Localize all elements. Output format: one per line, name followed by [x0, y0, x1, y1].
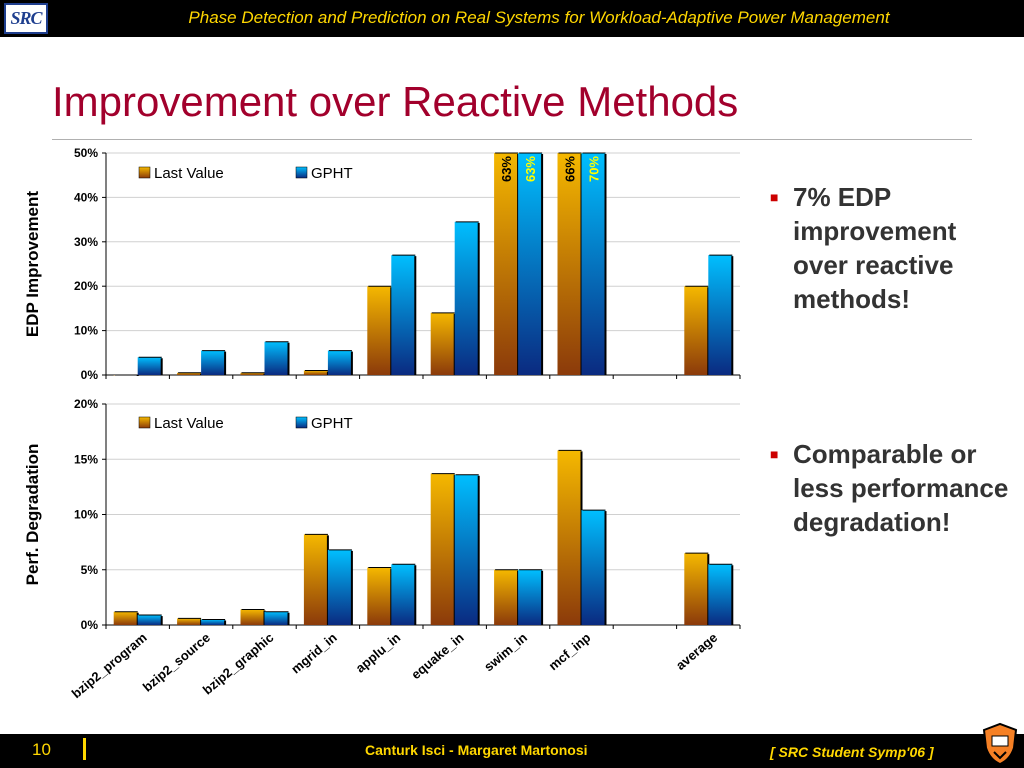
- legend-swatch: [138, 166, 151, 179]
- legend-swatch: [138, 416, 151, 429]
- header-bar: [0, 0, 1024, 37]
- x-tick-label: applu_in: [353, 630, 404, 676]
- legend-label: GPHT: [311, 415, 353, 432]
- legend-label: Last Value: [154, 415, 224, 432]
- bar: [430, 312, 455, 375]
- bar: [367, 286, 392, 375]
- bar: [303, 534, 328, 625]
- bar: [494, 569, 519, 625]
- bar: [430, 473, 455, 625]
- bar: [303, 370, 328, 375]
- bullet-text: 7% EDP improvement over reactive methods…: [793, 182, 957, 314]
- presentation-title: Phase Detection and Prediction on Real S…: [188, 8, 890, 27]
- bar: [264, 341, 289, 375]
- bar: [240, 372, 265, 375]
- bullet-marker-icon: ■: [770, 189, 779, 205]
- bar: [137, 615, 162, 625]
- legend-label: Last Value: [154, 165, 224, 182]
- y-tick-label: 30%: [74, 235, 98, 249]
- bar: [367, 567, 392, 625]
- overflow-data-label: 66%: [563, 156, 578, 182]
- bar: [518, 569, 543, 625]
- y-tick-label: 20%: [74, 397, 98, 411]
- y-tick-label: 40%: [74, 190, 98, 204]
- bullet-marker-icon: ■: [770, 446, 779, 462]
- x-tick-label: mgrid_in: [288, 630, 340, 677]
- bar: [708, 564, 733, 625]
- bar: [327, 549, 352, 625]
- bar: [684, 286, 709, 375]
- y-tick-label: 0%: [81, 368, 99, 382]
- y-tick-label: 10%: [74, 324, 98, 338]
- legend-label: GPHT: [311, 165, 353, 182]
- bullet-text: Comparable or less performance degradati…: [793, 439, 1009, 537]
- bar: [557, 450, 582, 625]
- bar: [240, 609, 265, 625]
- bar-charts: 0% 10% 20% 30% 40% 50% EDP Improvement 63% 63% 66…: [23, 146, 741, 701]
- bar: [708, 255, 733, 375]
- overflow-data-label: 63%: [499, 156, 514, 182]
- y-tick-label: 5%: [81, 563, 99, 577]
- page-number: 10: [32, 740, 51, 759]
- x-tick-label: average: [673, 630, 720, 673]
- y-tick-label: 0%: [81, 618, 99, 632]
- bar: [177, 618, 202, 625]
- x-tick-label: bzip2_program: [69, 630, 150, 701]
- bar: [557, 153, 582, 375]
- footer-bar: [0, 734, 1024, 768]
- perf-chart: 0% 5% 10% 15% 20% Perf. Degradation Last Value…: [23, 397, 741, 632]
- bar: [201, 619, 226, 625]
- bar: [454, 474, 479, 625]
- bar: [264, 611, 289, 625]
- x-tick-label: mcf_inp: [546, 630, 594, 674]
- bar: [518, 153, 543, 375]
- bar: [201, 350, 226, 375]
- bar: [177, 372, 202, 375]
- page-divider: [83, 738, 86, 760]
- bar: [327, 350, 352, 375]
- y-tick-label: 50%: [74, 146, 98, 160]
- venue: [ SRC Student Symp'06 ]: [770, 744, 934, 760]
- overflow-data-label: 63%: [523, 156, 538, 182]
- src-logo: SRC: [4, 3, 48, 34]
- x-tick-label: swim_in: [481, 630, 530, 675]
- y-tick-label: 15%: [74, 452, 98, 466]
- bar: [581, 510, 606, 625]
- y-tick-label: 20%: [74, 279, 98, 293]
- bar: [684, 553, 709, 625]
- princeton-shield-icon: [982, 722, 1018, 766]
- slide-title: Improvement over Reactive Methods: [52, 78, 739, 125]
- bar: [391, 255, 416, 375]
- y-axis-label: EDP Improvement: [23, 191, 42, 337]
- bar: [454, 221, 479, 375]
- bar: [137, 357, 162, 375]
- authors: Canturk Isci - Margaret Martonosi: [365, 742, 588, 758]
- bar: [581, 153, 606, 375]
- x-tick-label: equake_in: [408, 630, 466, 682]
- bar: [391, 564, 416, 625]
- title-divider: [52, 139, 972, 140]
- bar: [113, 611, 138, 625]
- edp-chart: 0% 10% 20% 30% 40% 50% EDP Improvement 63% 63% 66…: [23, 146, 741, 382]
- overflow-data-label: 70%: [587, 156, 602, 182]
- legend-swatch: [295, 166, 308, 179]
- y-tick-label: 10%: [74, 508, 98, 522]
- bar: [494, 153, 519, 375]
- legend-swatch: [295, 416, 308, 429]
- y-axis-label: Perf. Degradation: [23, 444, 42, 586]
